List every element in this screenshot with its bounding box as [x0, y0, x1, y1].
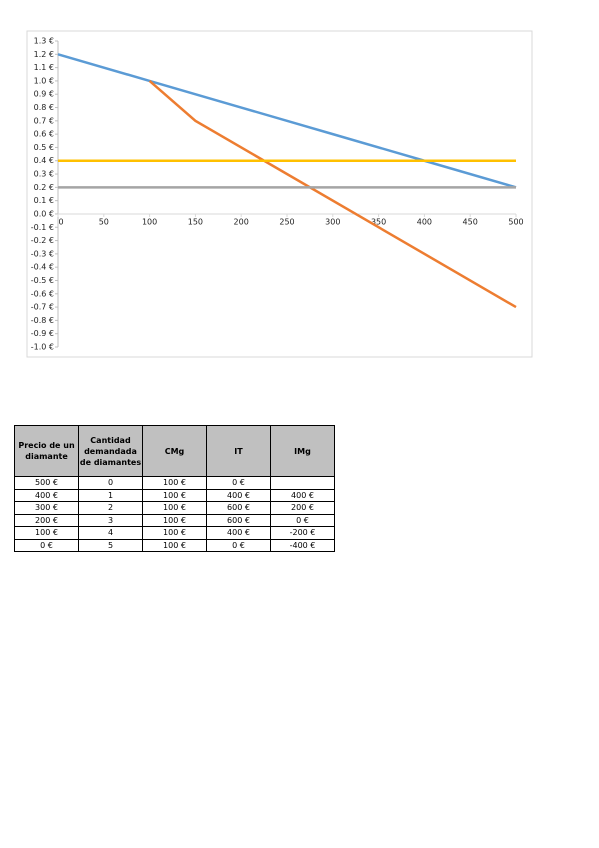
table-cell: 5	[78, 538, 143, 552]
series-line	[57, 53, 517, 189]
table-cell: 100 €	[14, 526, 79, 540]
header-cell: IMg	[270, 425, 335, 477]
y-tick-label: 0.9 €	[34, 90, 54, 99]
y-tick-label: 0.5 €	[34, 143, 54, 152]
y-tick-label: 0.1 €	[34, 196, 54, 205]
y-tick-label: -0.7 €	[31, 303, 54, 312]
y-tick-label: 0.6 €	[34, 130, 54, 139]
table-cell: 0 €	[270, 513, 335, 527]
header-cell: IT	[206, 425, 271, 477]
table-cell: 2	[78, 501, 143, 515]
table-row: 100 €4 100 €400 € -200 €	[14, 526, 335, 540]
y-tick-label: 1.0 €	[34, 76, 54, 85]
table-cell: 100 €	[142, 501, 207, 515]
y-tick-label: -0.3 €	[31, 249, 54, 258]
y-tick-label: -0.1 €	[31, 223, 54, 232]
table-cell: 100 €	[142, 526, 207, 540]
y-tick-label: -0.2 €	[31, 236, 54, 245]
table-cell: 400 €	[206, 488, 271, 502]
header-row: Precio de un diamante Cantidad demandada …	[14, 425, 335, 477]
x-tick-label: 350	[371, 217, 386, 226]
x-tick-label: 400	[417, 217, 432, 226]
y-tick-label: -0.8 €	[31, 316, 54, 325]
y-tick-label: 0.8 €	[34, 103, 54, 112]
y-tick-label: 1.1 €	[34, 63, 54, 72]
y-tick-label: -0.6 €	[31, 289, 54, 298]
table-cell: 4	[78, 526, 143, 540]
y-tick-label: 0.3 €	[34, 170, 54, 179]
header-cell: Precio de un diamante	[14, 425, 79, 477]
table-cell: 0	[78, 476, 143, 490]
series-line	[148, 79, 517, 309]
table-cell: 500 €	[14, 476, 79, 490]
chart-frame	[26, 30, 533, 358]
table-cell: 200 €	[14, 513, 79, 527]
y-tick-label: 1.3 €	[34, 37, 54, 46]
table-cell: 100 €	[142, 513, 207, 527]
chart: 1.3 € 1.2 € 1.1 € 1.0 € 0.9 € 0.8 € 0.7 € 0.6 €…	[26, 30, 533, 358]
table-cell: 600 €	[206, 501, 271, 515]
table-cell: 3	[78, 513, 143, 527]
table-cell: 0 €	[206, 538, 271, 552]
x-tick-label: 250	[279, 217, 294, 226]
x-tick-label: 300	[325, 217, 340, 226]
y-tick-label: 0.2 €	[34, 183, 54, 192]
table-cell: 100 €	[142, 476, 207, 490]
x-tick-label: 100	[142, 217, 157, 226]
table-cell: 400 €	[206, 526, 271, 540]
header-cell: Cantidad demandada de diamantes	[78, 425, 143, 477]
table-cell: 400 €	[270, 488, 335, 502]
table-cell	[270, 476, 335, 490]
table-cell: 0 €	[14, 538, 79, 552]
table-cell: -400 €	[270, 538, 335, 552]
x-tick-label: 0	[58, 217, 63, 226]
y-tick-label: -0.5 €	[31, 276, 54, 285]
table-row: 500 €0 100 €0 €	[14, 476, 335, 490]
x-tick-label: 500	[508, 217, 523, 226]
table-cell: -200 €	[270, 526, 335, 540]
table-cell: 200 €	[270, 501, 335, 515]
table-cell: 0 €	[206, 476, 271, 490]
x-tick-label: 450	[463, 217, 478, 226]
table-row: 0 €5 100 €0 € -400 €	[14, 538, 335, 552]
y-tick-label: 1.2 €	[34, 50, 54, 59]
table-cell: 400 €	[14, 488, 79, 502]
y-tick-label: 0.7 €	[34, 116, 54, 125]
table-row: 400 €1 100 €400 €400 €	[14, 488, 335, 502]
data-table: Precio de un diamante Cantidad demandada …	[14, 425, 335, 552]
x-tick-label: 200	[234, 217, 249, 226]
y-tick-label: -1.0 €	[31, 343, 54, 352]
y-tick-label: -0.9 €	[31, 329, 54, 338]
table-cell: 100 €	[142, 538, 207, 552]
table-cell: 100 €	[142, 488, 207, 502]
y-tick-label: 0.4 €	[34, 156, 54, 165]
y-tick-label: 0.0 €	[34, 209, 54, 218]
table-cell: 300 €	[14, 501, 79, 515]
header-cell: CMg	[142, 425, 207, 477]
table-row: 300 €2 100 €600 €200 €	[14, 501, 335, 515]
y-tick-label: -0.4 €	[31, 263, 54, 272]
table-cell: 1	[78, 488, 143, 502]
table-cell: 600 €	[206, 513, 271, 527]
table-row: 200 €3 100 €600 €0 €	[14, 513, 335, 527]
x-tick-label: 150	[188, 217, 203, 226]
x-tick-label: 50	[99, 217, 109, 226]
